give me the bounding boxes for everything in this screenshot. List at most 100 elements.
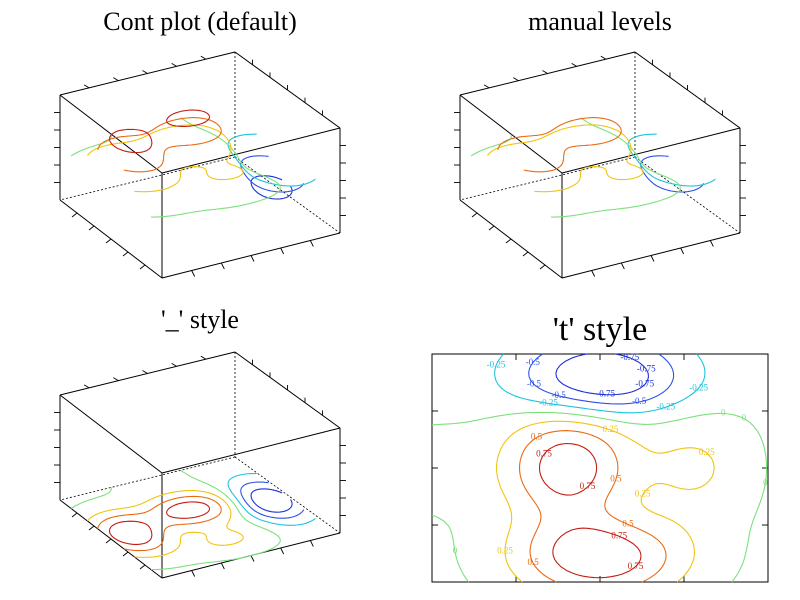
contour-label: 0.5 [531, 432, 543, 442]
axis-tick [280, 247, 285, 255]
axis-tick [142, 370, 148, 374]
contour-label: 0 [742, 413, 747, 423]
contour-label: -0.25 [656, 401, 675, 411]
axis-tick [220, 262, 225, 270]
axis-tick [105, 238, 112, 244]
axis-tick [539, 264, 546, 270]
contour-lines [431, 353, 768, 583]
axis-tick [505, 238, 512, 244]
axis-tick [709, 240, 714, 247]
axis-tick [83, 84, 90, 89]
contour-level-0.25 [495, 420, 715, 583]
plot-box [54, 51, 346, 279]
contour-label: 0.25 [699, 447, 715, 457]
box-edge [161, 127, 341, 174]
axis-tick [522, 251, 529, 257]
box-edge [561, 127, 741, 174]
panel-cont-plot-default: Cont plot (default) [54, 7, 346, 279]
contour-level-0.5 [97, 495, 222, 552]
axis-tick [191, 570, 196, 577]
axis-tick [191, 270, 196, 277]
contour-label: -0.25 [487, 359, 506, 369]
contour-label: 0.75 [628, 561, 644, 571]
axis-tick [83, 384, 90, 389]
contour-level--0.5 [240, 155, 305, 193]
contour-label: 0 [763, 477, 768, 487]
plot-box [54, 351, 346, 579]
contour-level--0.25 [627, 133, 716, 187]
axis-tick [122, 551, 129, 557]
axis-tick [250, 255, 255, 262]
axis-tick [105, 538, 112, 544]
contour-label: -0.75 [596, 389, 615, 399]
contour-label: -0.75 [620, 352, 639, 362]
contour-lines [70, 109, 316, 218]
contour-label: 0.75 [536, 448, 552, 458]
axis-tick [513, 77, 519, 82]
box-edge-hidden [59, 456, 236, 501]
contour-lines [70, 469, 316, 571]
contour-level-0.75 [108, 109, 211, 154]
contour-level-0.5 [97, 117, 222, 173]
contour-level--0.25 [227, 133, 316, 187]
axis-tick [139, 264, 146, 270]
contour-label: 0 [453, 546, 458, 556]
contour-label: -0.5 [632, 396, 647, 406]
contour-label: -0.5 [526, 357, 541, 367]
contour-label: 0.75 [611, 530, 627, 540]
contour-level--0.25 [227, 473, 316, 526]
contour-level--0.75 [250, 488, 293, 513]
axis-tick [71, 212, 78, 218]
contour-level--0.25 [494, 353, 706, 414]
contour-label: 0.5 [610, 473, 622, 483]
axis-tick [88, 525, 95, 531]
contour-level--0.75 [555, 353, 650, 396]
axis-tick [71, 512, 78, 518]
axis-tick [591, 270, 596, 277]
box-edge [459, 94, 563, 174]
box-edge-hidden [234, 156, 341, 234]
box-edge-hidden [459, 156, 636, 201]
plot-box [454, 51, 746, 279]
axis-tick [600, 55, 607, 60]
contour-level-0 [431, 411, 768, 583]
contour-label: -0.25 [539, 397, 558, 407]
axis-tick [650, 255, 655, 262]
contour-label: 0.75 [580, 481, 596, 491]
panel-underscore-style: '_' style [54, 305, 346, 579]
axis-tick [309, 240, 314, 247]
contour-label: -0.5 [552, 390, 567, 400]
contour-labels: -0.75-0.75-0.75-0.75-0.5-0.5-0.5-0.5-0.2… [453, 352, 768, 571]
axis-tick [542, 70, 548, 74]
axis-tick [139, 564, 146, 570]
axis-tick [488, 225, 495, 231]
contour-level-0.25 [87, 489, 244, 558]
panel-title: Cont plot (default) [103, 7, 297, 36]
contour-label: 0.25 [603, 424, 619, 434]
contour-label: 0.5 [622, 518, 634, 528]
contour-lines [470, 117, 716, 218]
axis-tick [220, 562, 225, 570]
axis-tick [471, 212, 478, 218]
box-edge-hidden [634, 156, 741, 234]
contour-label: 0.25 [497, 546, 513, 556]
contour-label: 0.5 [527, 557, 539, 567]
axis-tick [122, 251, 129, 257]
contour-level--0.5 [640, 155, 705, 193]
axis-tick [88, 225, 95, 231]
axis-tick [250, 555, 255, 562]
contour-level-0 [70, 469, 281, 571]
contour-label: 0.25 [635, 489, 651, 499]
axis-tick [483, 84, 490, 89]
box-edge [161, 427, 341, 474]
panel-t-style: 't' style -0.75-0.75-0.75-0.75-0.5-0.5-0… [431, 311, 769, 583]
axis-tick [113, 77, 119, 82]
contour-level--0.5 [528, 353, 675, 405]
box-edge-hidden [59, 156, 236, 201]
axis-tick [113, 377, 119, 382]
axis-tick [680, 247, 685, 255]
contour-label: -0.75 [637, 363, 656, 373]
axis-tick [142, 70, 148, 74]
contour-label: -0.75 [635, 379, 654, 389]
